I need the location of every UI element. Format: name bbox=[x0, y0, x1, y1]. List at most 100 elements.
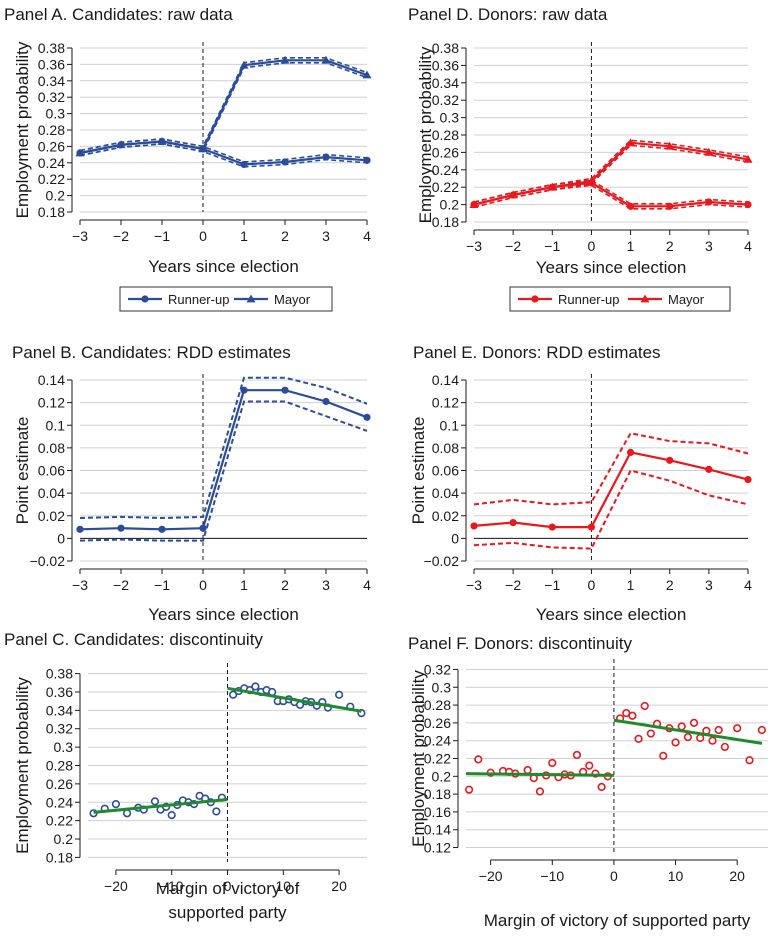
x-tick-label: 0 bbox=[199, 228, 207, 244]
x-tick-label: 2 bbox=[666, 238, 674, 254]
x-tick-label: −20 bbox=[104, 878, 128, 894]
y-tick-label: 0.2 bbox=[54, 831, 74, 847]
y-tick-label: 0.32 bbox=[424, 661, 451, 677]
x-axis-label: Margin of victory of bbox=[156, 879, 300, 898]
y-tick-label: 0.24 bbox=[424, 733, 451, 749]
data-point bbox=[251, 682, 260, 691]
x-axis-label: Years since election bbox=[148, 257, 299, 276]
x-tick-label: −3 bbox=[72, 577, 88, 593]
data-point bbox=[585, 761, 594, 770]
y-tick-label: 0.3 bbox=[440, 110, 460, 126]
y-tick-label: 0.24 bbox=[46, 794, 73, 810]
data-point bbox=[720, 742, 729, 752]
legend-marker bbox=[640, 294, 650, 303]
x-tick-label: 20 bbox=[729, 868, 745, 884]
data-point bbox=[677, 722, 686, 731]
legend: Runner-up Mayor bbox=[509, 286, 731, 312]
legend-marker bbox=[141, 295, 149, 303]
series-line bbox=[473, 141, 749, 206]
x-tick-label: 0 bbox=[588, 577, 596, 593]
fit-line bbox=[93, 798, 228, 814]
data-point bbox=[757, 725, 766, 735]
fit-line bbox=[465, 772, 614, 777]
x-tick-label: −1 bbox=[154, 228, 170, 244]
data-point bbox=[634, 734, 643, 744]
y-tick-label: 0.12 bbox=[424, 840, 451, 856]
y-tick-label: 0.14 bbox=[38, 372, 65, 388]
y-tick-label: 0.34 bbox=[46, 702, 73, 718]
data-point bbox=[240, 160, 248, 169]
data-point bbox=[646, 729, 655, 738]
x-tick-label: 4 bbox=[363, 228, 371, 244]
data-point bbox=[150, 797, 160, 806]
data-point bbox=[76, 525, 84, 533]
data-point bbox=[548, 523, 556, 531]
data-point bbox=[122, 809, 132, 818]
data-point bbox=[362, 70, 372, 79]
y-tick-label: −0.02 bbox=[424, 553, 460, 569]
data-point bbox=[281, 386, 289, 394]
x-tick-label: −1 bbox=[154, 577, 170, 593]
y-tick-label: 0.28 bbox=[46, 758, 73, 774]
y-tick-label: 0.24 bbox=[38, 155, 65, 171]
data-point bbox=[745, 756, 754, 765]
y-tick-label: 0.34 bbox=[432, 75, 459, 91]
y-tick-label: 0.26 bbox=[424, 715, 451, 731]
estimate-line bbox=[79, 389, 368, 531]
y-tick-label: 0.22 bbox=[424, 751, 451, 767]
x-axis-label: supported party bbox=[168, 903, 287, 922]
legend: Runner-up Mayor bbox=[119, 286, 333, 312]
panel-title: Panel F. Donors: discontinuity bbox=[408, 634, 632, 653]
y-tick-label: 0.32 bbox=[46, 721, 73, 737]
data-point bbox=[228, 690, 238, 699]
panel-b: Panel B. Candidates: RDD estimates −0.02 0… bbox=[12, 343, 371, 624]
y-tick-label: 0.28 bbox=[424, 697, 451, 713]
data-point bbox=[548, 758, 557, 768]
y-tick-label: 0.02 bbox=[432, 508, 459, 524]
y-tick-label: 0.08 bbox=[432, 440, 459, 456]
data-point bbox=[469, 200, 479, 208]
data-point bbox=[240, 386, 248, 394]
data-point bbox=[464, 785, 474, 794]
x-tick-label: −3 bbox=[466, 238, 482, 254]
x-tick-label: 3 bbox=[322, 577, 330, 593]
x-tick-label: 0 bbox=[610, 868, 618, 884]
panel-e: Panel E. Donors: RDD estimates −0.02 0 0.02… bbox=[409, 343, 752, 624]
x-tick-label: −1 bbox=[544, 238, 560, 254]
panel-title: Panel A. Candidates: raw data bbox=[4, 5, 233, 24]
y-tick-label: 0.14 bbox=[432, 372, 459, 388]
y-tick-label: 0.28 bbox=[38, 122, 65, 138]
data-point bbox=[572, 750, 582, 760]
ci-upper-line bbox=[79, 376, 368, 520]
data-point bbox=[665, 141, 675, 150]
y-tick-label: 0.1 bbox=[440, 417, 460, 433]
scatter-series bbox=[464, 701, 766, 796]
legend-marker bbox=[246, 294, 256, 303]
data-point bbox=[696, 733, 705, 743]
data-point bbox=[666, 456, 674, 464]
y-axis-label: Point estimate bbox=[13, 417, 32, 525]
x-tick-label: 0 bbox=[588, 238, 596, 254]
legend-label: Runner-up bbox=[168, 292, 229, 307]
y-axis-label: Employment probability bbox=[13, 677, 32, 854]
x-tick-label: 1 bbox=[627, 577, 635, 593]
data-point bbox=[239, 60, 249, 69]
x-tick-label: 1 bbox=[240, 228, 248, 244]
data-point bbox=[547, 182, 557, 191]
x-tick-label: 3 bbox=[705, 238, 713, 254]
data-point bbox=[628, 711, 637, 720]
data-point bbox=[683, 733, 692, 742]
data-point bbox=[659, 751, 668, 760]
panel-c: Panel C. Candidates: discontinuity 0.18 0.… bbox=[4, 630, 367, 922]
data-point bbox=[689, 718, 699, 727]
x-tick-label: −2 bbox=[113, 577, 129, 593]
y-tick-label: −0.02 bbox=[30, 553, 66, 569]
data-point bbox=[281, 158, 289, 166]
panel-title: Panel C. Candidates: discontinuity bbox=[4, 630, 263, 649]
y-tick-label: 0.02 bbox=[38, 508, 65, 524]
data-point bbox=[714, 725, 723, 735]
data-point bbox=[671, 738, 680, 747]
series-line bbox=[79, 59, 368, 155]
ci-band-line bbox=[473, 144, 749, 208]
data-point bbox=[158, 525, 166, 533]
